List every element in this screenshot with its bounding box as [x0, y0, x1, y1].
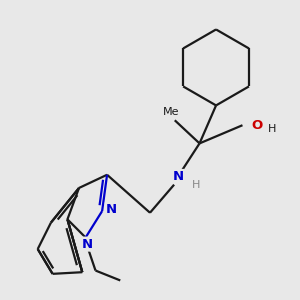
Text: O: O: [252, 119, 263, 132]
Text: H: H: [268, 124, 276, 134]
Text: N: N: [82, 238, 93, 250]
Text: N: N: [106, 203, 117, 216]
Text: N: N: [172, 170, 184, 183]
Text: Me: Me: [163, 107, 180, 117]
Text: H: H: [192, 180, 200, 190]
